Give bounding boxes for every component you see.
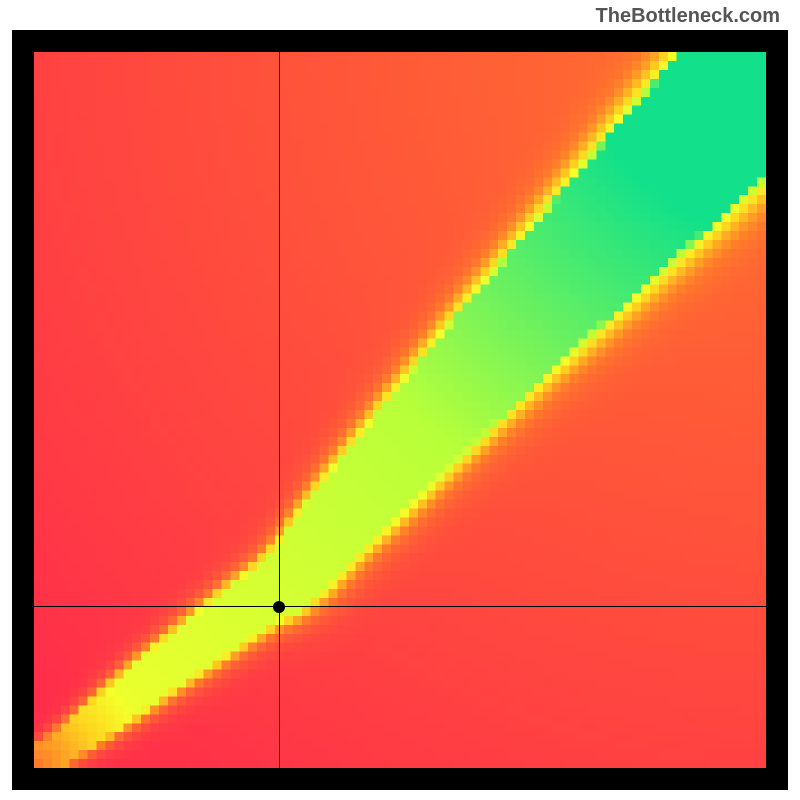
crosshair-horizontal (34, 606, 766, 607)
chart-container: TheBottleneck.com (0, 0, 800, 800)
heatmap-region (34, 52, 766, 768)
heatmap-canvas (34, 52, 766, 768)
plot-area (12, 30, 788, 790)
watermark-text: TheBottleneck.com (596, 5, 780, 28)
marker-point (273, 601, 285, 613)
crosshair-vertical (279, 52, 280, 768)
